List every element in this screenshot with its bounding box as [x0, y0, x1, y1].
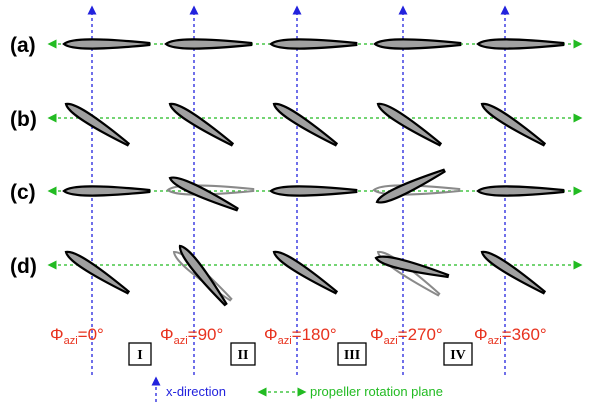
airfoil-c-3: [269, 185, 358, 197]
row-label-d: (d): [10, 255, 37, 278]
azimuth-label-0: Φazi=0°: [50, 325, 104, 347]
quadrant-label-3: III: [344, 348, 360, 363]
quadrant-boxes: I II III IV: [128, 342, 473, 366]
airfoil-a-1: [62, 38, 151, 50]
quadrant-box-1: [128, 342, 152, 366]
quadrant-box-3: [337, 342, 367, 366]
quadrant-box-2: [230, 342, 256, 366]
airfoil-d-1: [62, 247, 132, 298]
quadrant-box-4: [443, 342, 473, 366]
quadrant-label-2: II: [238, 348, 249, 363]
airfoil-a-2: [164, 38, 253, 50]
row-label-c: (c): [10, 181, 36, 204]
azimuth-label-90: Φazi=90°: [160, 325, 223, 347]
legend: x-direction propeller rotation plane: [151, 376, 443, 402]
airfoil-b-3: [270, 99, 340, 150]
airfoil-a-3: [269, 38, 358, 50]
airfoil-b-4: [374, 99, 444, 150]
azimuth-label-180: Φazi=180°: [264, 325, 337, 347]
row-label-a: (a): [10, 34, 36, 57]
airfoil-a-5: [476, 38, 565, 50]
airfoil-a-4: [373, 38, 462, 50]
row-label-b: (b): [10, 108, 37, 131]
airfoil-b-2: [166, 99, 236, 150]
azimuth-label-360: Φazi=360°: [474, 325, 547, 347]
row-a-airfoils: [62, 38, 565, 50]
airfoil-d-2: [175, 242, 231, 309]
row-d-airfoils: [62, 242, 548, 309]
legend-x-direction-label: x-direction: [166, 384, 226, 399]
azimuth-labels: Φazi=0° Φazi=90° Φazi=180° Φazi=270° Φaz…: [50, 325, 547, 347]
airfoil-b-1: [62, 99, 132, 150]
row-b-airfoils: [62, 99, 548, 150]
airfoil-c-5: [476, 185, 565, 197]
airfoil-d-4: [373, 252, 451, 282]
rotation-plane-lines: [47, 39, 583, 270]
azimuth-label-270: Φazi=270°: [370, 325, 443, 347]
airfoil-d-5: [478, 247, 548, 298]
quadrant-label-4: IV: [450, 348, 466, 363]
row-c-airfoils: [62, 165, 565, 215]
legend-rotation-plane-label: propeller rotation plane: [310, 384, 443, 399]
airfoil-b-5: [478, 99, 548, 150]
quadrant-label-1: I: [137, 348, 142, 363]
airfoil-c-1: [62, 185, 151, 197]
airfoil-d-3: [270, 247, 340, 298]
